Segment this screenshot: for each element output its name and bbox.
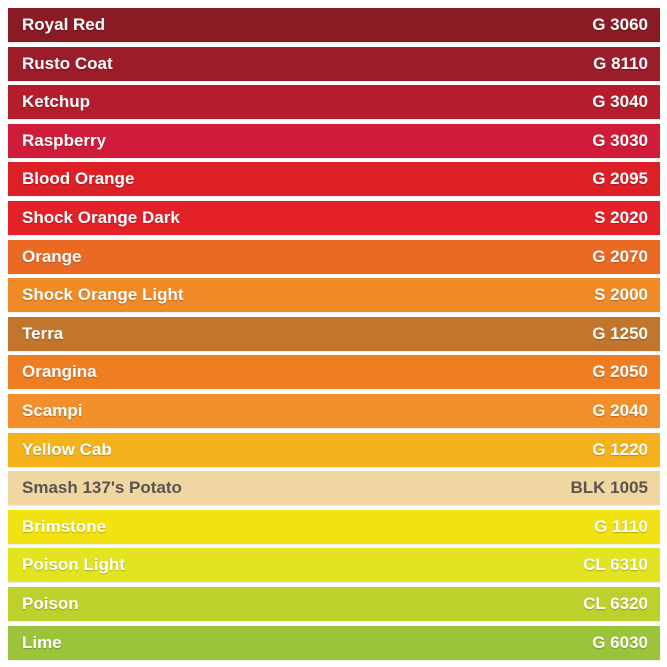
color-swatch-row: Royal Red G 3060 xyxy=(8,8,660,42)
color-swatch-row: Shock Orange Light S 2000 xyxy=(8,278,660,312)
swatch-code: S 2000 xyxy=(594,285,648,304)
swatch-code: CL 6310 xyxy=(583,555,648,574)
swatch-code: G 2050 xyxy=(592,362,648,381)
swatch-name: Royal Red xyxy=(22,15,106,34)
color-swatch-row: Smash 137's Potato BLK 1005 xyxy=(8,471,660,505)
swatch-code: G 1110 xyxy=(594,517,648,536)
swatch-name: Orange xyxy=(22,247,82,266)
color-swatch-row: Rusto Coat G 8110 xyxy=(8,47,660,81)
swatch-name: Yellow Cab xyxy=(22,440,112,459)
swatch-name: Brimstone xyxy=(22,517,107,536)
color-swatch-row: Brimstone G 1110 xyxy=(8,510,660,544)
swatch-name: Ketchup xyxy=(22,92,90,111)
swatch-code: S 2020 xyxy=(594,208,648,227)
color-swatch-row: Yellow Cab G 1220 xyxy=(8,433,660,467)
color-swatch-list: Royal Red G 3060 Rusto Coat G 8110 Ketchup G … xyxy=(8,8,660,660)
swatch-code: G 2070 xyxy=(592,247,648,266)
swatch-name: Blood Orange xyxy=(22,169,135,188)
swatch-code: G 1250 xyxy=(592,324,648,343)
swatch-name: Orangina xyxy=(22,362,97,381)
swatch-name: Scampi xyxy=(22,401,83,420)
color-swatch-row: Poison Light CL 6310 xyxy=(8,548,660,582)
swatch-code: G 3060 xyxy=(592,15,648,34)
color-swatch-row: Poison CL 6320 xyxy=(8,587,660,621)
color-swatch-row: Scampi G 2040 xyxy=(8,394,660,428)
swatch-name: Terra xyxy=(22,324,64,343)
swatch-name: Poison xyxy=(22,594,79,613)
swatch-code: G 3040 xyxy=(592,92,648,111)
swatch-code: G 8110 xyxy=(593,54,648,73)
color-swatch-row: Orangina G 2050 xyxy=(8,355,660,389)
color-swatch-row: Shock Orange Dark S 2020 xyxy=(8,201,660,235)
swatch-code: BLK 1005 xyxy=(570,478,648,497)
color-swatch-row: Orange G 2070 xyxy=(8,240,660,274)
swatch-name: Shock Orange Light xyxy=(22,285,184,304)
swatch-name: Lime xyxy=(22,633,62,652)
swatch-code: G 1220 xyxy=(592,440,648,459)
swatch-code: CL 6320 xyxy=(583,594,648,613)
swatch-code: G 2095 xyxy=(592,169,648,188)
swatch-code: G 6030 xyxy=(592,633,648,652)
swatch-name: Shock Orange Dark xyxy=(22,208,180,227)
color-swatch-row: Ketchup G 3040 xyxy=(8,85,660,119)
color-swatch-row: Raspberry G 3030 xyxy=(8,124,660,158)
swatch-code: G 2040 xyxy=(592,401,648,420)
swatch-name: Smash 137's Potato xyxy=(22,478,182,497)
swatch-code: G 3030 xyxy=(592,131,648,150)
color-swatch-row: Lime G 6030 xyxy=(8,626,660,660)
swatch-name: Raspberry xyxy=(22,131,107,150)
color-swatch-row: Terra G 1250 xyxy=(8,317,660,351)
swatch-name: Poison Light xyxy=(22,555,125,574)
swatch-name: Rusto Coat xyxy=(22,54,113,73)
color-swatch-row: Blood Orange G 2095 xyxy=(8,162,660,196)
